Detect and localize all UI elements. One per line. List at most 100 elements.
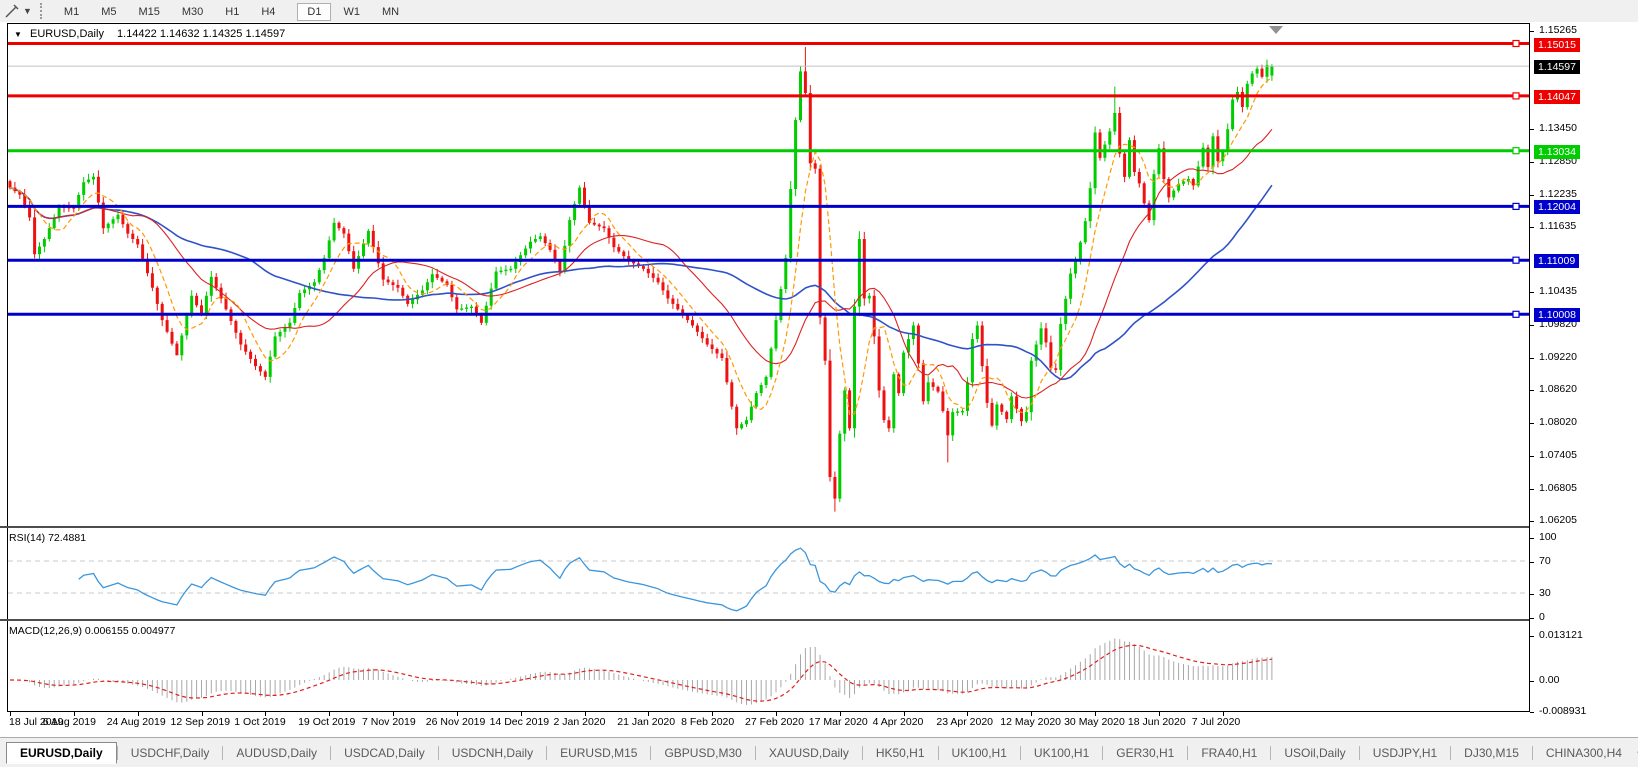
price-chart-pane[interactable] xyxy=(8,25,1529,526)
date-tick-label: 4 Apr 2020 xyxy=(872,716,924,728)
price-tick-label: 1.07405 xyxy=(1539,449,1577,462)
date-tick-mark xyxy=(201,712,203,716)
date-tick-label: 17 Mar 2020 xyxy=(808,716,868,728)
macd-tick-label: 0.013121 xyxy=(1539,628,1583,641)
symbol-tab-usoil-daily[interactable]: USOil,Daily xyxy=(1284,745,1346,760)
date-tick-label: 26 Nov 2019 xyxy=(425,716,486,728)
macd-tick-mark xyxy=(1530,635,1534,637)
tab-separator xyxy=(861,745,863,760)
timeframe-button-h4[interactable]: H4 xyxy=(261,6,276,18)
symbol-tab-eurusd-m15[interactable]: EURUSD,M15 xyxy=(560,745,638,760)
drawing-tool-icon[interactable] xyxy=(3,3,21,19)
symbol-tab-xauusd-daily[interactable]: XAUUSD,Daily xyxy=(768,745,849,760)
timeframe-button-w1[interactable]: W1 xyxy=(343,6,360,18)
tab-nav-left-icon[interactable]: ◄ xyxy=(1635,747,1638,758)
rsi-tick-label: 30 xyxy=(1539,587,1551,599)
price-tick-mark xyxy=(1530,520,1534,522)
ohlc-values: 1.14422 1.14632 1.14325 1.14597 xyxy=(117,28,286,40)
macd-pane[interactable] xyxy=(8,621,1529,711)
date-tick-mark xyxy=(712,712,714,716)
date-tick-label: 2 Jan 2020 xyxy=(553,716,606,728)
tab-separator xyxy=(330,745,332,760)
macd-tick-mark xyxy=(1530,711,1534,713)
level-price-badge: 1.12004 xyxy=(1534,200,1580,215)
rsi-tick-label: 100 xyxy=(1539,531,1557,543)
date-tick-mark xyxy=(776,712,777,716)
date-tick-label: 6 Aug 2019 xyxy=(42,716,96,728)
date-tick-mark xyxy=(137,712,139,716)
date-tick-label: 27 Feb 2020 xyxy=(745,716,804,728)
symbol-period-label: EURUSD,Daily xyxy=(29,28,104,40)
date-tick-label: 21 Jan 2020 xyxy=(617,716,676,728)
timeframe-button-mn[interactable]: MN xyxy=(381,6,400,18)
date-tick-mark xyxy=(265,712,267,716)
chevron-down-icon[interactable]: ▼ xyxy=(23,6,32,16)
symbol-tab-usdcad-daily[interactable]: USDCAD,Daily xyxy=(344,745,425,760)
tab-separator xyxy=(1450,745,1452,760)
tab-separator xyxy=(1187,745,1189,760)
symbol-tab-fra40-h1[interactable]: FRA40,H1 xyxy=(1201,745,1258,760)
date-axis[interactable]: 18 Jul 2019 6 Aug 2019 24 Aug 2019 12 Sep 2… xyxy=(8,712,1529,737)
price-tick-mark xyxy=(1530,390,1534,392)
timeframe-button-h1[interactable]: H1 xyxy=(225,6,240,18)
macd-tick-label: 0.00 xyxy=(1539,674,1560,686)
symbol-tab-hk50-h1[interactable]: HK50,H1 xyxy=(875,745,925,760)
symbol-tab-gbpusd-m30[interactable]: GBPUSD,M30 xyxy=(664,745,742,760)
pane-splitter[interactable] xyxy=(0,526,1638,528)
symbol-tab-usdcnh-daily[interactable]: USDCNH,Daily xyxy=(451,745,534,760)
timeframe-button-d1[interactable]: D1 xyxy=(297,3,332,21)
symbol-tab-usdchf-daily[interactable]: USDCHF,Daily xyxy=(130,745,210,760)
level-price-badge: 1.13034 xyxy=(1534,144,1580,159)
date-tick-label: 7 Jul 2020 xyxy=(1191,716,1241,728)
timeframe-button-m30[interactable]: M30 xyxy=(181,6,204,18)
rsi-tick-mark xyxy=(1530,618,1534,619)
symbol-tab-uk100-h1[interactable]: UK100,H1 xyxy=(1033,745,1090,760)
chart-title: ▼ EURUSD,Daily 1.14422 1.14632 1.14325 1… xyxy=(14,28,285,40)
symbol-tab-dj30-m15[interactable]: DJ30,M15 xyxy=(1464,745,1519,760)
tab-separator xyxy=(1531,745,1533,760)
rsi-pane[interactable] xyxy=(8,528,1529,619)
timeframe-button-m5[interactable]: M5 xyxy=(101,6,117,18)
timeframe-button-m15[interactable]: M15 xyxy=(138,6,160,18)
date-tick-mark xyxy=(839,712,841,716)
tab-separator xyxy=(1270,745,1272,760)
shift-marker-icon xyxy=(1269,26,1283,34)
symbol-tab-audusd-daily[interactable]: AUDUSD,Daily xyxy=(236,745,318,760)
date-tick-label: 30 May 2020 xyxy=(1064,716,1125,728)
date-tick-label: 1 Oct 2019 xyxy=(234,716,286,728)
symbol-tab-usdjpy-h1[interactable]: USDJPY,H1 xyxy=(1372,745,1438,760)
symbol-tab-china300-h4[interactable]: CHINA300,H4 xyxy=(1545,745,1622,760)
tab-separator xyxy=(937,745,939,760)
timeframe-button-m1[interactable]: M1 xyxy=(63,6,80,18)
price-tick-label: 1.06805 xyxy=(1539,481,1577,494)
date-tick-mark xyxy=(903,712,905,716)
timeframe-buttons: M1 M5 M15 M30 H1 H4 D1 W1 MN xyxy=(53,2,420,21)
price-tick-label: 1.10435 xyxy=(1539,285,1577,298)
price-axis[interactable]: 1.15265 1.13450 1.12850 1.12235 1.11635 1.104… xyxy=(1529,23,1638,717)
chart-border-left xyxy=(7,23,8,712)
chart-window[interactable]: ▼ EURUSD,Daily 1.14422 1.14632 1.14325 1… xyxy=(0,22,1638,737)
tab-separator xyxy=(1358,745,1360,760)
date-tick-label: 24 Aug 2019 xyxy=(106,716,166,728)
toolbar-grip xyxy=(39,3,47,19)
macd-tick-mark xyxy=(1530,681,1534,682)
tab-scroll-arrows[interactable]: ◄► xyxy=(1635,747,1638,758)
price-tick-mark xyxy=(1530,357,1534,359)
date-tick-label: 8 Feb 2020 xyxy=(681,716,735,728)
tab-separator xyxy=(546,745,548,760)
tab-separator xyxy=(1019,745,1021,760)
symbol-tab-bar: EURUSD,Daily USDCHF,Daily AUDUSD,Daily USDC… xyxy=(0,737,1638,767)
symbol-tab-uk100-h1[interactable]: UK100,H1 xyxy=(951,745,1007,760)
price-tick-label: 1.15265 xyxy=(1539,24,1577,36)
date-tick-mark xyxy=(1031,712,1033,716)
tab-separator xyxy=(437,745,439,760)
pane-splitter[interactable] xyxy=(0,619,1638,621)
date-tick-mark xyxy=(584,712,586,716)
symbol-tab-ger30-h1[interactable]: GER30,H1 xyxy=(1116,745,1175,760)
rsi-tick-mark xyxy=(1530,562,1534,563)
price-tick-mark xyxy=(1530,31,1534,32)
tab-separator xyxy=(222,745,224,760)
date-tick-mark xyxy=(456,712,458,716)
symbol-tab-eurusd-daily[interactable]: EURUSD,Daily xyxy=(6,741,117,764)
tab-separator xyxy=(116,745,118,760)
